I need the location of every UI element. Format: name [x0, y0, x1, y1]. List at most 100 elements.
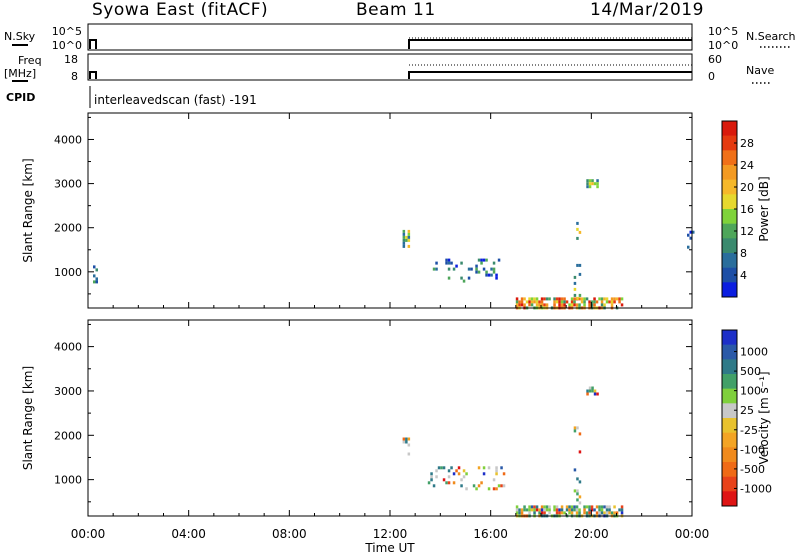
echo-cell [586, 392, 589, 396]
echo-cell [533, 505, 536, 509]
echo-cell [95, 280, 98, 284]
colorbar-tick-label: 25 [740, 404, 754, 417]
colorbar-swatch [722, 282, 737, 298]
echo-cell [490, 267, 493, 271]
echo-cell [435, 267, 438, 271]
echo-cell [447, 267, 451, 271]
echo-layer [402, 386, 624, 518]
nsearch-label: N.Search [746, 30, 796, 43]
echo-cell [543, 511, 546, 515]
echo-cell [528, 300, 531, 304]
echo-cell [533, 300, 536, 304]
echo-cell [402, 241, 406, 245]
echo-cell [578, 450, 582, 454]
echo-cell [560, 303, 564, 307]
colorbar-swatch [722, 374, 737, 389]
echo-cell [598, 297, 601, 301]
echo-cell [538, 508, 541, 512]
echo-cell [598, 505, 601, 509]
echo-cell [593, 508, 596, 512]
echo-cell [578, 495, 582, 499]
echo-cell [610, 300, 614, 304]
echo-cell [515, 511, 519, 515]
y-tick-label: 2000 [54, 429, 82, 442]
x-tick-label: 04:00 [171, 527, 206, 541]
echo-cell [432, 267, 436, 271]
echo-cell [460, 261, 463, 265]
colorbar-swatch [722, 432, 737, 448]
echo-cell [593, 389, 597, 393]
echo-cell [467, 267, 471, 271]
echo-cell [603, 511, 606, 515]
echo-cell [588, 389, 592, 393]
echo-cell [605, 297, 609, 301]
echo-cell [482, 267, 486, 271]
echo-cell [447, 469, 451, 473]
echo-cell [603, 303, 606, 307]
x-tick-label: 12:00 [373, 527, 408, 541]
echo-cell [467, 276, 471, 280]
echo-cell [523, 505, 526, 509]
echo-cell [603, 505, 606, 509]
y-tick-label: 3000 [54, 178, 82, 191]
colorbar-tick-label: 100 [740, 385, 761, 398]
echo-cell [573, 489, 577, 493]
echo-cell [586, 182, 589, 186]
echo-cell [590, 505, 594, 509]
echo-cell [500, 484, 503, 488]
y-tick-label: 2000 [54, 222, 82, 235]
echo-cell [535, 508, 539, 512]
echo-cell [447, 276, 451, 280]
echo-cell [573, 468, 577, 472]
echo-cell [615, 297, 619, 301]
echo-cell [528, 511, 531, 515]
echo-cell [598, 508, 601, 512]
echo-cell [495, 276, 498, 280]
echo-cell [452, 472, 456, 476]
noise-right-tick-bottom: 10^0 [708, 39, 738, 52]
echo-cell [460, 478, 463, 482]
echo-cell [545, 508, 549, 512]
echo-cell [462, 475, 466, 479]
colorbar-swatch [722, 135, 737, 151]
colorbar-tick-label: 28 [740, 137, 754, 150]
echo-cell [593, 303, 596, 307]
echo-layer [93, 179, 695, 310]
echo-cell [543, 297, 546, 301]
echo-cell [560, 505, 564, 509]
power-colorbar: 4 8 12 16 20 24 28 Power [dB] [721, 120, 771, 298]
colorbar-swatch [722, 388, 737, 404]
echo-cell [430, 475, 433, 479]
echo-cell [530, 303, 534, 307]
echo-cell [585, 511, 589, 515]
cpid-value: interleavedscan (fast) -191 [94, 93, 257, 107]
echo-cell [518, 511, 521, 515]
echo-cell [480, 261, 483, 265]
echo-cell [578, 508, 581, 512]
echo-cell [457, 466, 461, 470]
echo-cell [530, 508, 534, 512]
echo-cell [520, 511, 524, 515]
x-tick-label: 20:00 [574, 527, 609, 541]
y-axis-title: Slant Range [km] [21, 366, 35, 470]
noise-right-tick-top: 10^5 [708, 25, 738, 38]
echo-cell [528, 505, 531, 509]
echo-cell [402, 437, 406, 441]
echo-cell [462, 469, 466, 473]
echo-cell [535, 303, 539, 307]
echo-cell [515, 300, 519, 304]
colorbar-swatch [722, 462, 737, 477]
echo-cell [447, 261, 451, 265]
echo-cell [558, 303, 561, 307]
colorbar-tick-label: 4 [740, 269, 747, 282]
echo-cell [555, 297, 559, 301]
echo-cell [543, 508, 546, 512]
echo-cell [553, 300, 556, 304]
echo-cell [613, 505, 616, 509]
echo-cell [497, 484, 501, 488]
echo-cell [608, 511, 611, 515]
echo-cell [563, 303, 566, 307]
echo-cell [472, 484, 476, 488]
colorbar-swatch [722, 223, 737, 239]
echo-cell [515, 303, 519, 307]
